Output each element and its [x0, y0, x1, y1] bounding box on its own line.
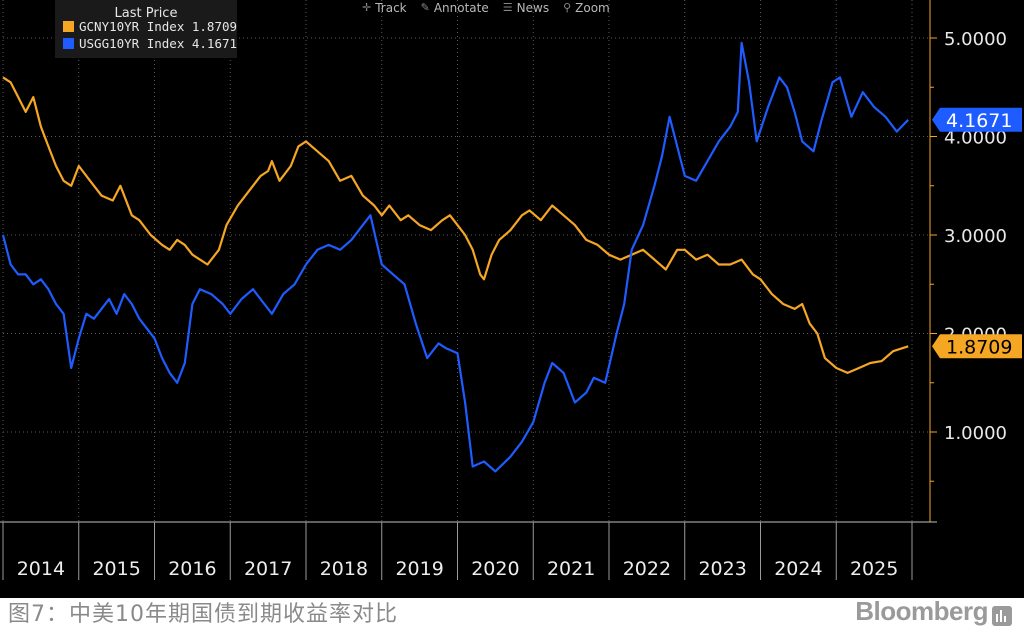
tag-shape	[932, 334, 1022, 359]
last-value-tags: 1.8709 4.1671	[932, 107, 1022, 359]
series-lines	[1, 41, 909, 473]
news-label: News	[516, 1, 550, 15]
annotate-label: Annotate	[433, 1, 489, 15]
legend-entry: USGG10YR Index 4.1671	[79, 36, 237, 51]
magnifier-icon: ⚲	[563, 1, 572, 14]
bloomberg-chart-icon	[992, 606, 1012, 626]
last-value-tag-1: 4.1671	[932, 107, 1022, 132]
x-tick-label: 2021	[547, 558, 595, 580]
legend-entry: GCNY10YR Index 1.8709	[79, 19, 237, 34]
x-tick-label: 2023	[698, 558, 746, 580]
x-tick-label: 2025	[850, 558, 898, 580]
y-tick-label: 5.0000	[944, 29, 1007, 50]
y-tick-label: 4.0000	[944, 128, 1007, 149]
y-tick-label: 1.0000	[944, 423, 1007, 444]
crosshair-icon: ✛	[362, 1, 372, 14]
pencil-icon: ✎	[420, 1, 430, 14]
x-tick-label: 2016	[168, 558, 216, 580]
x-tick-label: 2022	[623, 558, 671, 580]
x-tick-label: 2015	[92, 558, 140, 580]
x-tick-label: 2014	[17, 558, 65, 580]
annotate-button[interactable]: ✎ Annotate	[421, 0, 489, 16]
tag-text: 1.8709	[946, 336, 1012, 358]
axes	[0, 0, 937, 580]
x-tick-label: 2019	[395, 558, 443, 580]
x-tick-label: 2024	[774, 558, 822, 580]
series-line-0	[2, 76, 909, 374]
news-icon: ☰	[502, 1, 513, 14]
x-tick-label: 2017	[244, 558, 292, 580]
zoom-label: Zoom	[575, 1, 610, 15]
figure-caption: 图7：中美10年期国债到期收益率对比	[8, 602, 398, 627]
tag-text: 4.1671	[946, 110, 1012, 132]
news-button[interactable]: ☰ News	[503, 0, 549, 16]
bloomberg-logo: Bloomberg	[855, 596, 988, 626]
tag-shape	[932, 107, 1022, 132]
legend-title: Last Price	[115, 6, 178, 21]
chart-toolbar: ✛ Track ✎ Annotate ☰ News ⚲ Zoom	[362, 0, 610, 16]
legend-background	[55, 0, 237, 58]
last-value-tag-0: 1.8709	[932, 334, 1022, 359]
grid	[2, 0, 930, 522]
x-axis-labels: 2014 2015 2016 2017 2018 2019 2020 2021 2022 2023…	[17, 558, 899, 580]
legend-swatch	[63, 38, 74, 49]
track-button[interactable]: ✛ Track	[362, 0, 407, 16]
y-tick-label: 3.0000	[944, 226, 1007, 247]
zoom-button[interactable]: ⚲ Zoom	[563, 0, 610, 16]
legend-swatch	[63, 21, 74, 32]
x-tick-label: 2018	[320, 558, 368, 580]
x-tick-label: 2020	[471, 558, 519, 580]
series-line-1	[1, 41, 909, 473]
track-label: Track	[375, 1, 407, 15]
